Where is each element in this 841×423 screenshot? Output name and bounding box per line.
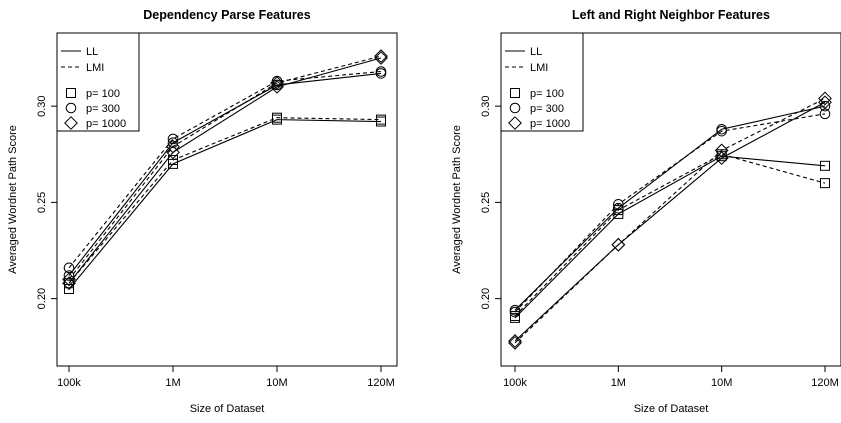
legend-label: LL (530, 46, 542, 58)
chart-panel-1: Dependency Parse Features 100k 1M 10M 120M 0.… (7, 8, 398, 415)
data-point-square (272, 112, 282, 123)
data-point-circle (167, 133, 179, 145)
data-point-square (820, 178, 830, 189)
legend-label: p= 1000 (530, 118, 570, 130)
series-line (68, 57, 382, 284)
x-tick-label: 120M (367, 377, 395, 389)
series-line (514, 153, 826, 317)
series-lmi-p100 (510, 149, 830, 321)
legend-label: p= 1000 (86, 118, 126, 130)
y-axis-label: Averaged Wordnet Path Score (451, 125, 463, 274)
data-point-diamond (714, 151, 729, 166)
y-tick-label: 0.25 (480, 192, 492, 213)
x-tick-label: 100k (57, 377, 81, 389)
x-tick-label: 10M (266, 377, 287, 389)
y-tick-label: 0.30 (36, 95, 48, 116)
data-point-diamond (714, 143, 729, 158)
series-line (514, 155, 826, 319)
data-point-circle (613, 199, 624, 210)
legend-label: p= 100 (530, 88, 564, 100)
series-lmi-p300 (509, 108, 831, 318)
data-point-diamond (166, 139, 180, 154)
legend: LL LMI p= 100 p= 300 p= 1000 (56, 32, 140, 132)
data-point-diamond (374, 49, 388, 64)
series-line (68, 55, 382, 280)
legend-box (500, 32, 584, 132)
data-point-diamond (508, 334, 522, 348)
data-point-circle (167, 137, 179, 149)
data-point-diamond (508, 335, 522, 350)
legend-marker-square (66, 88, 76, 98)
series-line (514, 97, 826, 344)
legend-label: p= 300 (530, 103, 564, 115)
series-line (68, 119, 382, 290)
legend-marker-diamond (64, 116, 78, 130)
data-point-square (64, 284, 74, 295)
series-line (514, 105, 826, 311)
y-tick-label: 0.20 (36, 288, 48, 309)
legend-marker-square (510, 88, 520, 98)
data-point-diamond (270, 76, 284, 90)
y-axis-label: Averaged Wordnet Path Score (7, 125, 19, 274)
data-point-diamond (374, 51, 388, 65)
legend-marker-circle (65, 102, 77, 114)
plot-frame (56, 32, 398, 367)
x-axis-label: Size of Dataset (634, 403, 709, 415)
series-line (514, 101, 826, 342)
series-ll-p100 (64, 114, 386, 295)
chart-panel-2: Left and Right Neighbor Features 100k 1M 10… (451, 8, 841, 415)
data-point-circle (509, 306, 521, 318)
data-point-square (820, 160, 830, 171)
series-ll-p300 (509, 100, 831, 316)
data-point-diamond (166, 145, 180, 160)
legend: LL LMI p= 100 p= 300 p= 1000 (500, 32, 584, 132)
x-tick-label: 1M (165, 377, 180, 389)
legend-label: p= 100 (86, 88, 120, 100)
series-line (68, 72, 382, 276)
y-tick-label: 0.20 (480, 288, 492, 309)
series-lmi-p1000 (62, 49, 388, 287)
data-point-circle (613, 202, 624, 214)
series-ll-p1000 (508, 95, 832, 348)
chart-title: Left and Right Neighbor Features (572, 8, 770, 22)
legend-marker-circle (509, 102, 521, 114)
legend-marker-diamond (508, 116, 522, 130)
series-line (68, 70, 382, 269)
legend-label: p= 300 (86, 103, 120, 115)
data-point-circle (63, 270, 75, 281)
data-point-circle (716, 125, 727, 137)
legend-box (56, 32, 140, 132)
chart-title: Dependency Parse Features (143, 8, 310, 22)
x-tick-label: 10M (711, 377, 732, 389)
x-tick-label: 1M (611, 377, 626, 389)
y-tick-label: 0.30 (480, 95, 492, 116)
legend-label: LL (86, 46, 98, 58)
data-point-square (168, 155, 178, 166)
data-point-diamond (818, 91, 832, 106)
x-tick-label: 120M (811, 377, 839, 389)
data-point-circle (819, 100, 831, 112)
series-lmi-p1000 (508, 91, 832, 350)
data-point-diamond (62, 272, 76, 287)
series-lmi-p100 (64, 112, 386, 289)
series-line (514, 113, 826, 313)
series-ll-p100 (510, 151, 830, 323)
data-point-circle (375, 66, 387, 77)
series-line (68, 117, 382, 284)
x-tick-label: 100k (503, 377, 527, 389)
y-tick-label: 0.25 (36, 192, 48, 213)
plot-frame (500, 32, 841, 367)
legend-label: LMI (86, 62, 104, 74)
data-point-square (376, 114, 386, 125)
legend-label: LMI (530, 62, 548, 74)
x-axis-label: Size of Dataset (190, 403, 265, 415)
data-point-diamond (611, 237, 626, 252)
